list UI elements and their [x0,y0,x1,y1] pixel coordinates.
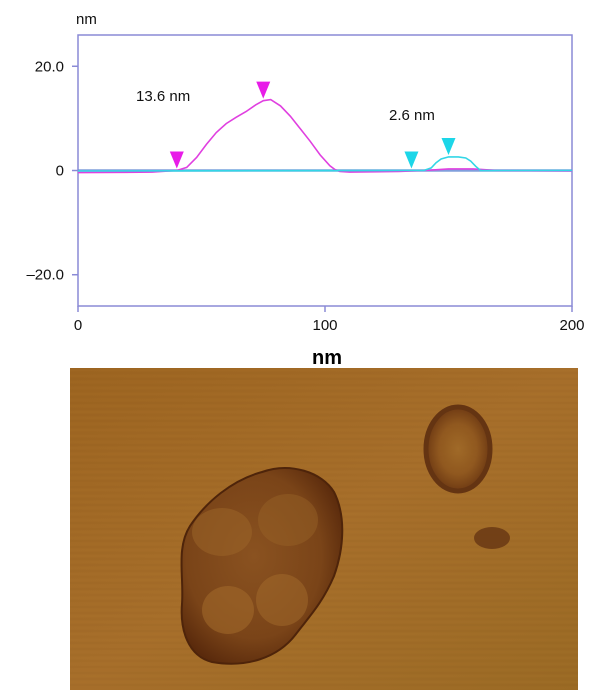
afm-scan-lines [70,369,578,689]
x-tick-label: 0 [74,317,82,334]
cursor-marker-1 [169,151,184,169]
cursor-markers [169,81,456,169]
cursor-marker-2 [256,81,271,99]
y-tick-label: 20.0 [35,58,64,75]
y-axis-ticks: 20.0 0 –20.0 [26,58,78,284]
y-unit-label: nm [76,11,97,28]
profile-series [77,98,573,174]
profile-line-2 [77,156,572,172]
annotation-peak-height: 13.6 nm [136,88,190,105]
cursor-marker-3 [404,151,419,169]
height-profile-chart: nm 20.0 0 –20.0 0 100 200 13.6 nm 2.6 nm nm [26,11,584,369]
small-particle [474,527,510,549]
afm-topography-image [70,368,578,690]
y-tick-label: 0 [56,163,64,180]
x-axis-title: nm [312,347,342,369]
particle-lobe-4 [256,574,308,626]
ring-particle [423,404,493,494]
cursor-marker-4 [441,137,456,155]
particle-lobe-1 [192,508,252,556]
particle-lobe-2 [258,494,318,546]
x-tick-label: 100 [312,317,337,334]
y-tick-label: –20.0 [26,267,64,284]
particle-lobe-3 [202,586,254,634]
x-tick-label: 200 [559,317,584,334]
annotation-small-peak-height: 2.6 nm [389,107,435,124]
x-axis-ticks: 0 100 200 [74,306,585,334]
